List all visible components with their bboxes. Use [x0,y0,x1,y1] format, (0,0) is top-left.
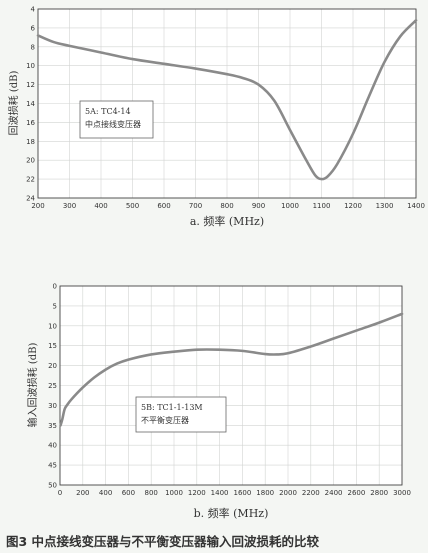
chart-b-annotation-text: 不平衡变压器 [141,415,189,425]
chart-a-x-tick-label: 1300 [376,202,394,210]
chart-b-series-line [59,312,404,427]
chart-b-x-tick-label: 2000 [279,489,297,497]
chart-a-x-tick-label: 600 [157,202,170,210]
chart-a-y-tick-label: 4 [31,6,36,14]
chart-b-y-tick-label: 25 [48,382,57,390]
chart-b-x-tick-label: 1400 [211,489,229,497]
chart-a-y-tick-label: 22 [26,176,35,184]
chart-b-x-tick-label: 1600 [233,489,251,497]
chart-a-x-tick-label: 400 [94,202,107,210]
chart-b-annotation-box [135,396,227,433]
chart-b-y-tick-label: 45 [48,462,57,470]
chart-b-x-tick-label: 3000 [393,489,411,497]
chart-b-x-tick-label: 1800 [256,489,274,497]
chart-b-x-tick-label: 200 [76,489,89,497]
chart-a-x-tick-label: 1200 [344,202,362,210]
chart-a-y-tick-label: 24 [26,195,35,203]
chart-a-annotation-text: 中点接线变压器 [85,119,141,129]
chart-b-x-tick-label: 400 [99,489,112,497]
chart-b-x-tick-label: 2800 [370,489,388,497]
chart-b-y-tick-label: 15 [48,342,57,350]
chart-b-x-tick-label: 2200 [302,489,320,497]
chart-b-annotation-text: 5B: TC1-1-13M [141,403,203,412]
chart-a-annotation-box [79,100,154,139]
chart-a-series-line [36,19,418,181]
figure-caption: 图3 中点接线变压器与不平衡变压器输入回波损耗的比较 [6,534,320,549]
chart-a-frame [37,8,417,199]
chart-a-x-tick-label: 500 [126,202,139,210]
chart-b-x-tick-label: 800 [145,489,158,497]
chart-a-y-tick-label: 8 [31,43,35,51]
chart-a-x-axis-title: a. 频率 (MHz) [190,214,264,228]
chart-b-y-tick-label: 20 [48,362,57,370]
chart-a-y-tick-label: 10 [26,62,35,70]
chart-b-y-tick-label: 30 [48,402,57,410]
chart-b-y-tick-label: 5 [53,302,57,310]
chart-a-x-tick-label: 1400 [407,202,425,210]
chart-a-y-axis-title: 回波损耗 (dB) [7,71,20,136]
chart-a-x-tick-label: 1000 [281,202,299,210]
chart-b-y-tick-label: 10 [48,322,57,330]
chart-b-x-tick-label: 0 [58,489,62,497]
chart-b-y-tick-label: 40 [48,442,57,450]
chart-b-y-axis-title: 输入回波损耗 (dB) [26,343,39,428]
chart-a-y-tick-label: 20 [26,157,35,165]
chart-b-x-tick-label: 2600 [347,489,365,497]
chart-a-x-tick-label: 1100 [313,202,331,210]
chart-b-x-tick-label: 1200 [188,489,206,497]
chart-b-x-axis-title: b. 频率 (MHz) [194,506,269,520]
chart-a-x-tick-label: 200 [31,202,44,210]
chart-b-y-tick-label: 50 [48,482,57,490]
chart-a-y-tick-label: 14 [26,100,35,108]
chart-a-x-tick-label: 800 [220,202,233,210]
chart-b-frame [59,285,403,486]
chart-b-y-tick-label: 35 [48,422,57,430]
chart-b-x-tick-label: 600 [122,489,135,497]
chart-a-y-tick-label: 12 [26,81,35,89]
chart-a-y-tick-label: 18 [26,138,35,146]
chart-b-y-tick-label: 0 [53,283,57,291]
chart-b-x-tick-label: 2400 [325,489,343,497]
chart-a-x-tick-label: 700 [189,202,202,210]
chart-a-annotation-text: 5A: TC4-14 [85,107,131,116]
chart-a-y-tick-label: 6 [31,24,36,32]
chart-a-y-tick-label: 16 [26,119,35,127]
chart-b-x-tick-label: 1000 [165,489,183,497]
chart-a-x-tick-label: 900 [252,202,265,210]
chart-a-x-tick-label: 300 [63,202,76,210]
